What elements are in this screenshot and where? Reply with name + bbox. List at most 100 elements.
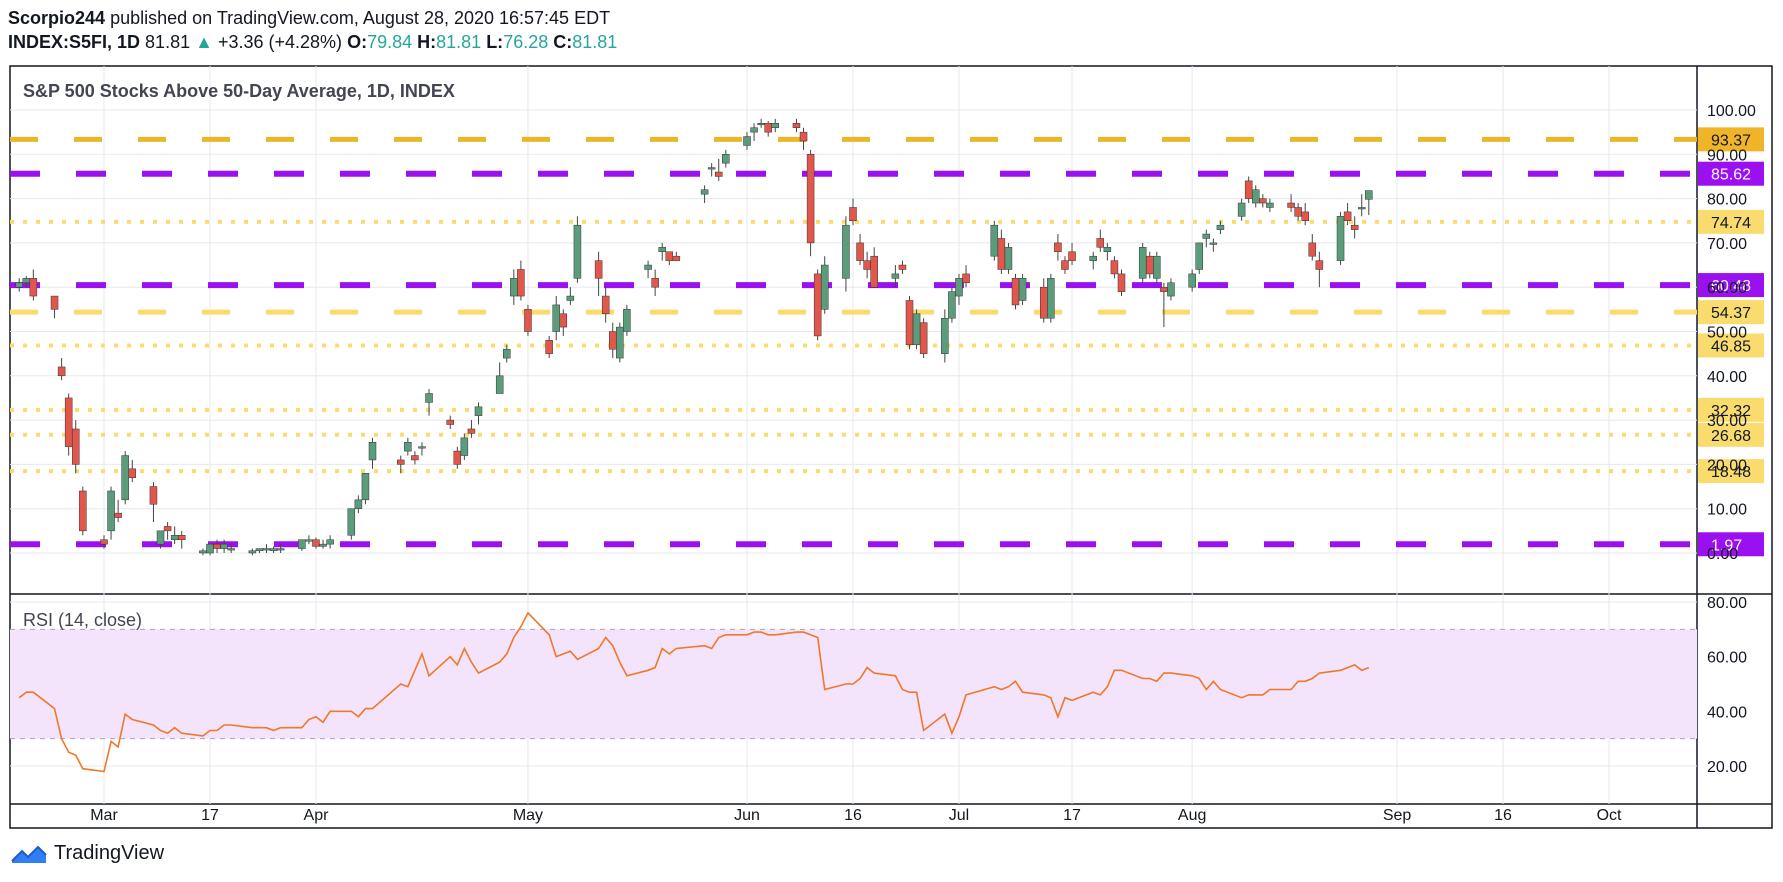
candle-body xyxy=(1195,242,1203,270)
candle-body xyxy=(672,255,681,261)
candle-body xyxy=(997,238,1006,270)
publisher-name[interactable]: Scorpio244 xyxy=(8,8,106,28)
level-label-box xyxy=(1698,459,1764,484)
rsi-panel xyxy=(10,611,1697,773)
candle-body xyxy=(170,535,179,540)
publish-line: Scorpio244 published on TradingView.com,… xyxy=(8,6,617,30)
candle-body xyxy=(269,548,278,552)
high-value: 81.81 xyxy=(436,32,482,52)
y-tick-label: 60.00 xyxy=(1707,280,1747,297)
y-tick-label: 80.00 xyxy=(1707,192,1747,209)
candle-body xyxy=(121,455,129,501)
tradingview-brand[interactable]: TradingView xyxy=(54,842,165,864)
x-tick-label: Mar xyxy=(90,807,118,824)
x-tick-label: Apr xyxy=(304,807,330,824)
high-label: H: xyxy=(417,32,437,52)
candle-body xyxy=(1110,260,1119,275)
candle-body xyxy=(1047,278,1055,319)
candle-body xyxy=(849,207,857,222)
candle-body xyxy=(100,539,108,545)
candle-body xyxy=(220,543,228,549)
y-tick-label: 10.00 xyxy=(1707,502,1747,519)
candle-body xyxy=(1004,247,1013,270)
last-price: 81.81 xyxy=(145,32,191,52)
level-label: 85.62 xyxy=(1711,167,1751,184)
candle-body xyxy=(608,331,617,350)
level-label-box xyxy=(1698,333,1764,358)
ohlc-line: INDEX:S5FI, 1D 81.81 ▲ +3.36 (+4.28%) O:… xyxy=(8,30,617,54)
rsi-tick-label: 40.00 xyxy=(1707,704,1747,721)
candle-body xyxy=(467,428,476,434)
candle-body xyxy=(912,313,921,346)
y-tick-label: 70.00 xyxy=(1707,236,1747,253)
candle-body xyxy=(255,548,264,552)
candle-body xyxy=(764,123,772,133)
candle-body xyxy=(1343,211,1352,221)
level-label-box xyxy=(1698,273,1764,298)
candle-body xyxy=(856,242,864,261)
low-label: L: xyxy=(486,32,504,52)
candle-body xyxy=(71,428,80,465)
level-label-box xyxy=(1698,532,1764,557)
candle-body xyxy=(1103,247,1112,253)
open-label: O: xyxy=(347,32,368,52)
candle-body xyxy=(114,512,122,518)
candle-body xyxy=(1365,190,1373,200)
level-label-box xyxy=(1698,161,1764,186)
candle-body xyxy=(905,300,914,346)
rsi-title: RSI (14, close) xyxy=(23,610,142,630)
candle-body xyxy=(206,543,214,554)
x-tick-label: 17 xyxy=(1063,807,1081,824)
candle-body xyxy=(1138,247,1147,279)
chart-canvas[interactable]: 93.37 85.62 74.74 60.48 54.37 46.85 32.32 26.68… xyxy=(0,0,1783,830)
candle-body xyxy=(799,131,808,142)
level-label: 18.48 xyxy=(1711,464,1751,481)
level-label-box xyxy=(1698,397,1764,422)
candle-body xyxy=(1259,198,1267,204)
rsi-tick-label: 20.00 xyxy=(1707,759,1747,776)
candle-body xyxy=(446,419,454,425)
candle-body xyxy=(1146,255,1154,275)
candle-body xyxy=(813,273,822,337)
candle-body xyxy=(919,322,928,354)
open-value: 79.84 xyxy=(367,32,413,52)
level-label: 46.85 xyxy=(1711,338,1751,355)
candle-body xyxy=(1117,273,1126,292)
candle-body xyxy=(1011,278,1020,306)
candle-body xyxy=(199,550,207,554)
y-tick-label: 40.00 xyxy=(1707,369,1747,386)
candles xyxy=(15,118,1373,556)
candle-body xyxy=(1336,216,1345,261)
candle-body xyxy=(990,224,999,257)
candle-body xyxy=(305,539,313,542)
candle-body xyxy=(510,278,518,297)
level-label: 1.97 xyxy=(1711,537,1742,554)
x-tick-label: 16 xyxy=(844,807,862,824)
candle-body xyxy=(1209,242,1218,245)
level-label-box xyxy=(1698,422,1764,447)
candle-body xyxy=(404,442,412,452)
candle-body xyxy=(658,247,666,253)
footer: TradingView xyxy=(10,842,164,865)
candle-body xyxy=(552,304,560,332)
candle-body xyxy=(863,260,871,270)
candle-body xyxy=(594,260,603,279)
symbol-label: INDEX:S5FI, 1D xyxy=(8,32,141,52)
candle-body xyxy=(425,393,433,403)
x-tick-label: May xyxy=(513,807,543,824)
candle-body xyxy=(1350,224,1359,230)
candle-body xyxy=(1244,180,1253,199)
candle-body xyxy=(29,278,38,297)
axes: 100.00 90.00 80.00 70.00 60.00 50.00 40.00 30.0… xyxy=(90,103,1756,824)
candle-body xyxy=(474,406,483,416)
candle-body xyxy=(820,264,829,310)
candle-body xyxy=(177,535,186,540)
candle-body xyxy=(1089,255,1097,261)
candle-body xyxy=(262,548,271,551)
horizontal-levels: 93.37 85.62 74.74 60.48 54.37 46.85 32.32 26.68… xyxy=(10,127,1764,557)
candle-body xyxy=(453,450,462,465)
candle-body xyxy=(941,317,949,354)
candle-body xyxy=(1153,255,1161,279)
tradingview-logo-icon xyxy=(11,845,47,863)
candle-body xyxy=(948,291,956,319)
